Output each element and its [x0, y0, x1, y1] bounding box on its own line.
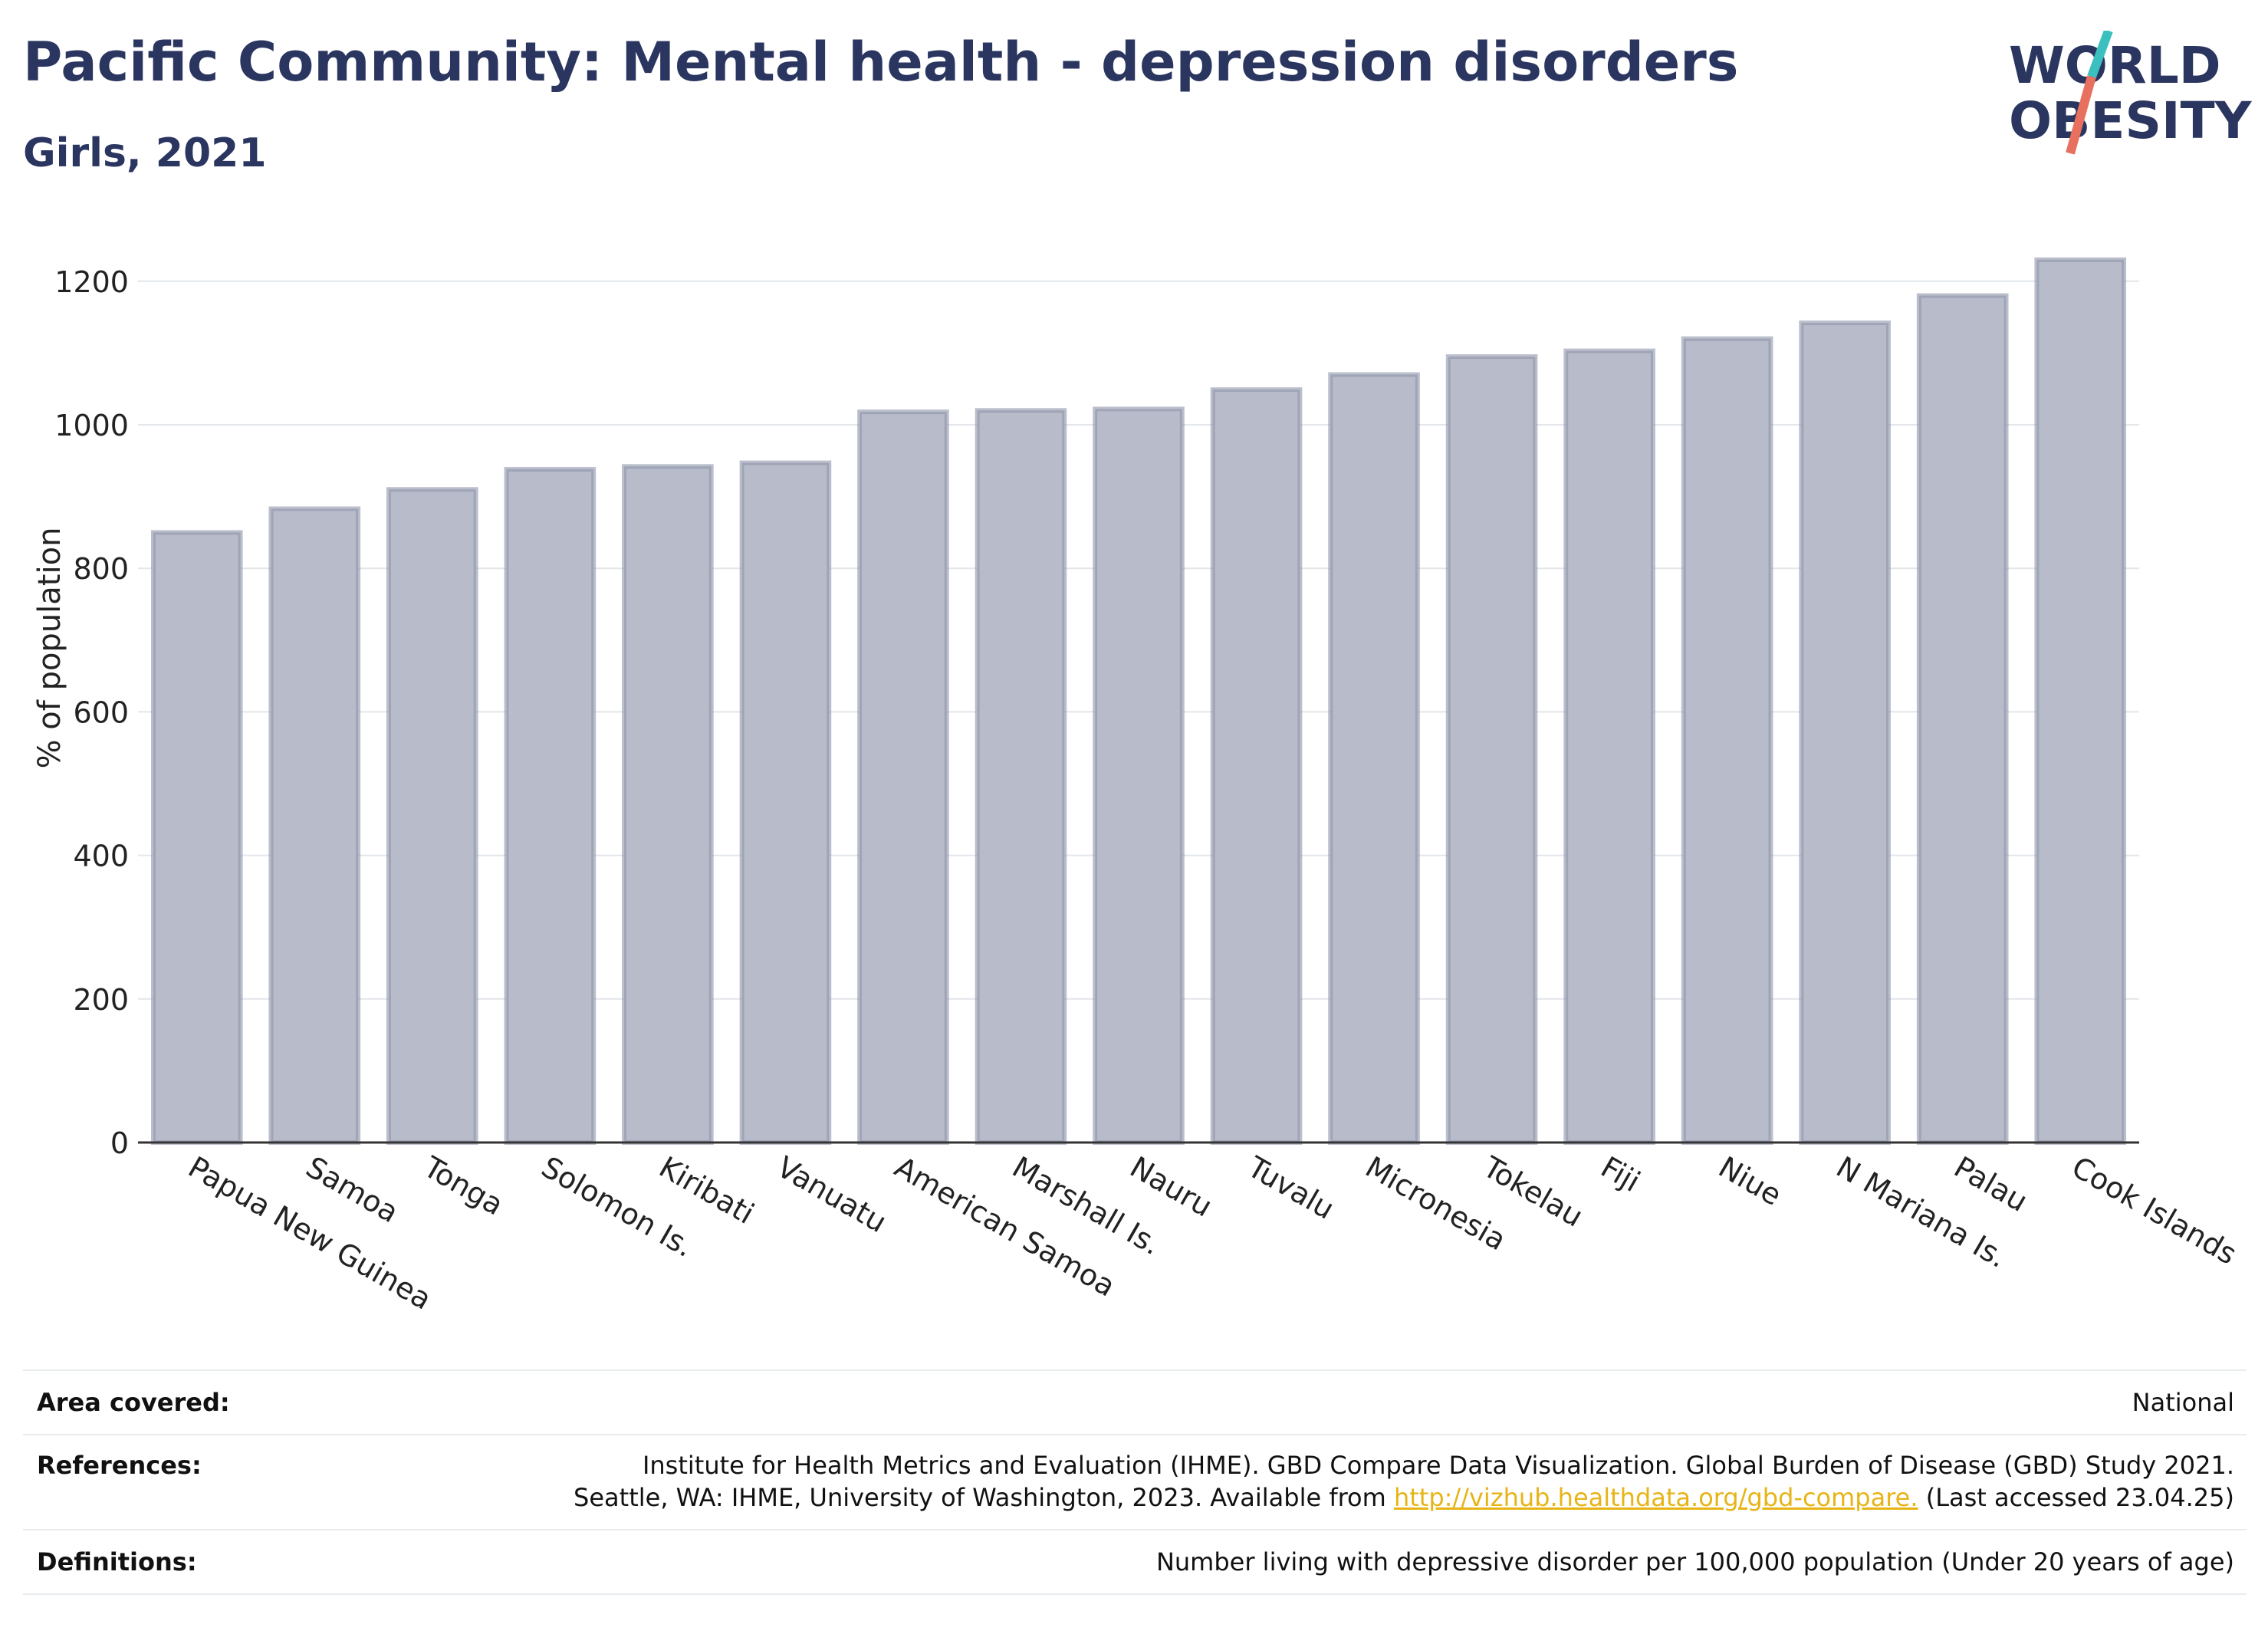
bar [622, 464, 714, 1145]
references-label: References: [37, 1451, 202, 1480]
bar [150, 530, 243, 1145]
references-line2-pre: Seattle, WA: IHME, University of Washing… [574, 1483, 1394, 1512]
y-tick-label: 400 [73, 840, 129, 873]
bar [857, 409, 949, 1145]
references-value: Institute for Health Metrics and Evaluat… [574, 1449, 2247, 1514]
footer-row-references: References: Institute for Health Metrics… [23, 1434, 2247, 1529]
footer-row-area: Area covered: National [23, 1369, 2247, 1434]
footer-row-definitions: Definitions: Number living with depressi… [23, 1529, 2247, 1595]
bar [1210, 387, 1303, 1145]
definitions-label: Definitions: [37, 1547, 197, 1576]
bar [268, 506, 361, 1145]
world-obesity-logo: WORLD OBESITY [2009, 31, 2253, 155]
area-value: National [2132, 1388, 2234, 1417]
chart-title: Pacific Community: Mental health - depre… [23, 31, 1739, 94]
bar [1093, 406, 1185, 1145]
bar [975, 408, 1067, 1145]
bar [1445, 354, 1538, 1146]
references-line1: Institute for Health Metrics and Evaluat… [642, 1451, 2234, 1480]
bar [1916, 293, 2009, 1145]
y-tick-label: 0 [110, 1126, 129, 1160]
y-tick-label: 600 [73, 695, 129, 729]
x-tick-label: Nauru [1125, 1150, 1218, 1224]
x-tick-label: American Samoa [889, 1150, 1120, 1304]
bar [2034, 257, 2127, 1146]
bar [739, 460, 832, 1145]
definitions-value: Number living with depressive disorder p… [1155, 1547, 2234, 1576]
area-label: Area covered: [37, 1388, 230, 1417]
bar [1328, 372, 1420, 1146]
bar [386, 487, 478, 1145]
y-tick-label: 1200 [54, 265, 129, 299]
x-tick-label: Tuvalu [1241, 1149, 1339, 1226]
x-tick-label: Palau [1948, 1150, 2033, 1218]
logo-slash-teal-icon [2087, 31, 2113, 79]
x-tick-label: Fiji [1596, 1150, 1646, 1198]
bar [1799, 321, 1891, 1145]
y-tick-labels: 0 200 400 600 800 1000 1200 [54, 265, 129, 1160]
x-tick-label: Niue [1713, 1150, 1787, 1212]
y-axis-label: % of population [32, 528, 67, 769]
chart-subtitle: Girls, 2021 [23, 130, 267, 176]
y-tick-label: 200 [73, 983, 129, 1017]
logo-line2: OBESITY [2009, 91, 2253, 150]
footer-table: Area covered: National References: Insti… [23, 1369, 2247, 1595]
references-line2-post: (Last accessed 23.04.25) [1918, 1483, 2234, 1512]
bar [1681, 336, 1773, 1145]
x-tick-label: Cook Islands [2066, 1150, 2243, 1271]
logo-slash-coral-icon [2066, 75, 2096, 155]
bars [150, 257, 2127, 1146]
y-tick-label: 1000 [54, 409, 129, 442]
references-link[interactable]: http://vizhub.healthdata.org/gbd-compare… [1393, 1483, 1918, 1512]
bar-chart: 0 200 400 600 800 1000 1200 Papua New GuineaSa… [32, 257, 2243, 1317]
x-tick-label: Tonga [417, 1149, 508, 1221]
x-tick-label: Vanuatu [771, 1150, 892, 1239]
bar [1563, 348, 1655, 1145]
logo-line1: WORLD [2009, 36, 2221, 95]
bar [504, 467, 597, 1145]
y-tick-label: 800 [73, 552, 129, 586]
